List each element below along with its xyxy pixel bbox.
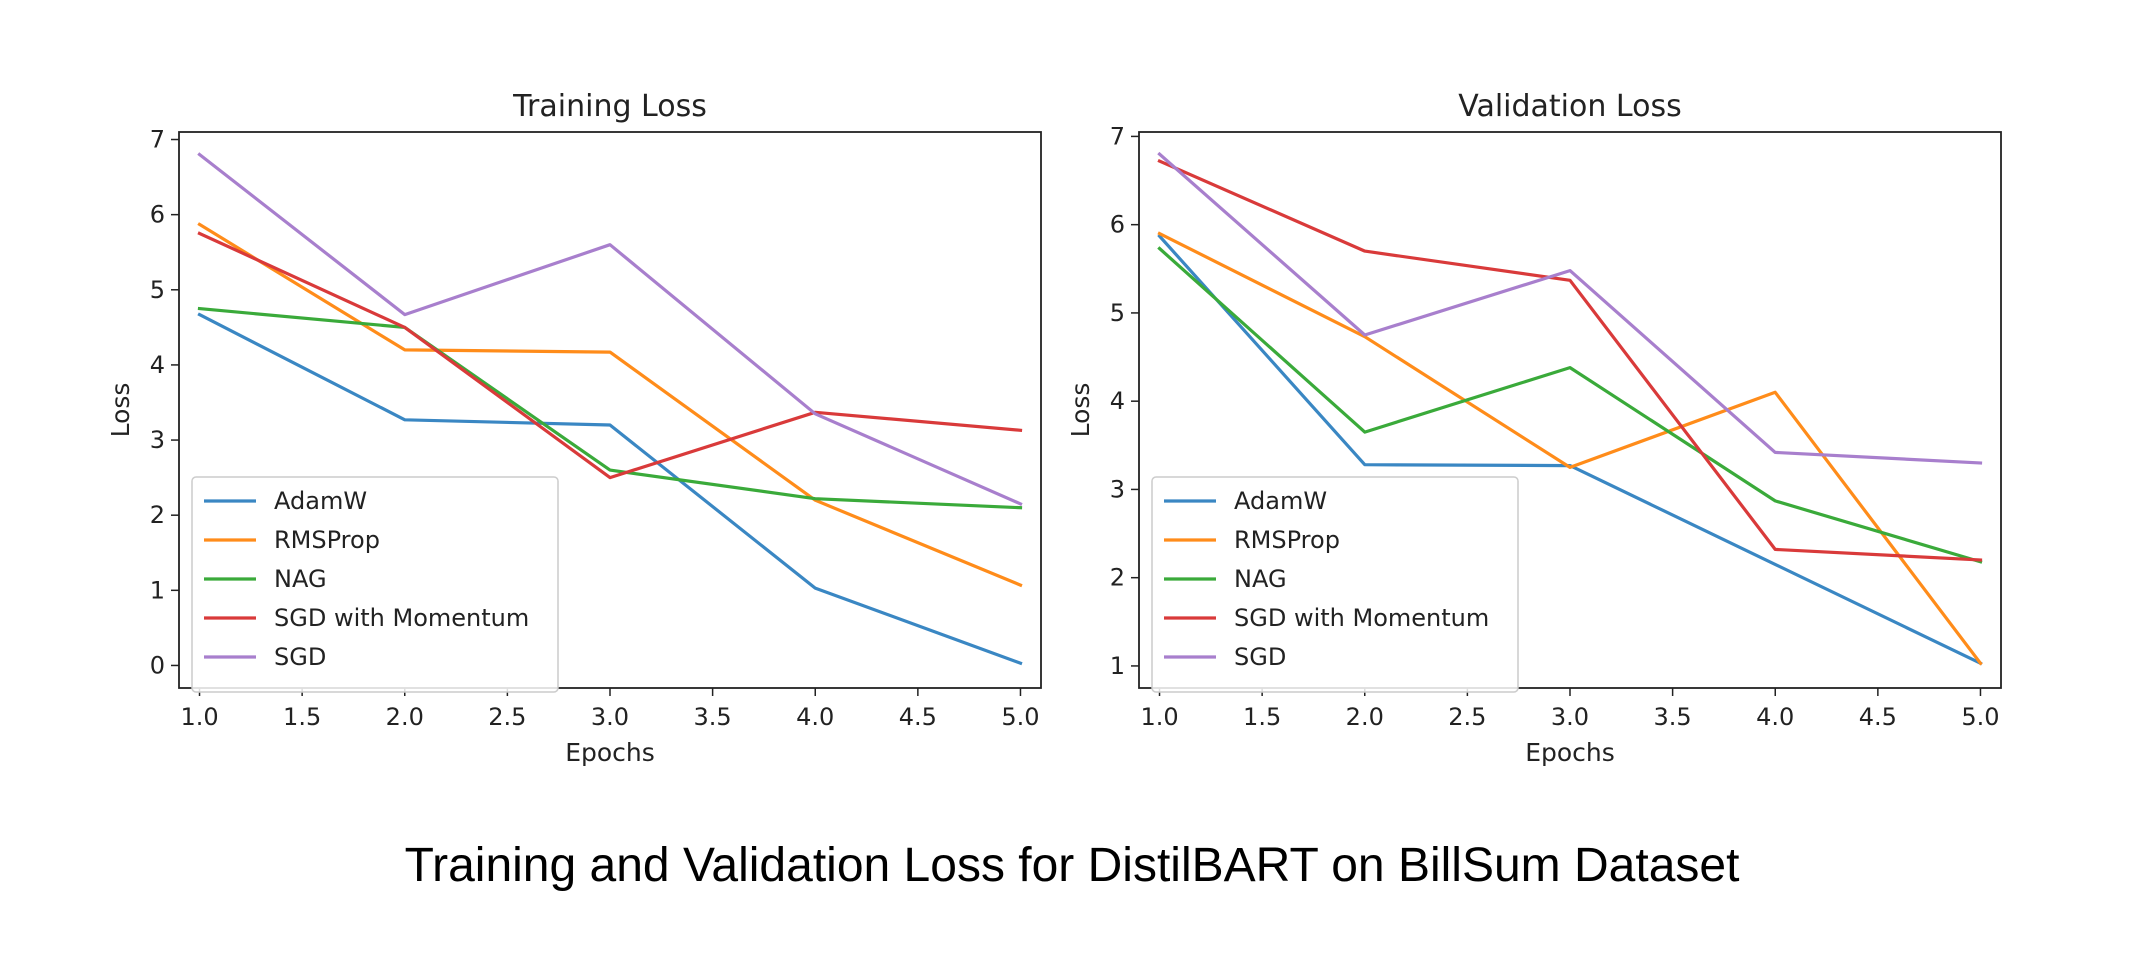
legend-entry: SGD with Momentum [274,604,529,632]
x-tick-label: 5.0 [1961,703,1999,731]
legend: AdamW RMSProp NAG SGD with Momentum SGD [191,476,559,693]
x-tick-label: 3.0 [591,703,629,731]
series-line-nag [1157,246,1983,564]
series-line-nag [197,306,1023,510]
x-tick-label: 5.0 [1001,703,1039,731]
series-line-adamw [197,312,1023,666]
y-tick-label: 3 [150,426,165,454]
y-tick-label: 7 [150,126,165,154]
legend-entry: SGD with Momentum [1234,604,1489,632]
y-tick-label: 2 [1110,564,1125,592]
y-tick-label: 5 [1110,299,1125,327]
y-tick-label: 2 [150,501,165,529]
x-tick-label: 2.5 [1448,703,1486,731]
y-tick-label: 6 [1110,211,1125,239]
x-tick-label: 1.0 [180,703,218,731]
legend-entry: SGD [1234,643,1286,671]
x-tick-label: 3.5 [1654,703,1692,731]
y-tick-label: 5 [150,276,165,304]
y-tick-label: 4 [1110,387,1125,415]
plot-frame [178,131,1042,689]
series-line-sgd-with-momentum [1157,158,1983,562]
series-line-rmsprop [1157,231,1983,666]
legend: AdamW RMSProp NAG SGD with Momentum SGD [1151,476,1519,693]
figure-caption: Training and Validation Loss for DistilB… [404,839,1740,892]
y-axis-label: Loss [106,383,135,438]
x-tick-label: 2.0 [386,703,424,731]
y-tick-label: 6 [150,201,165,229]
y-axis-label: Loss [1066,383,1095,438]
y-tick-label: 1 [150,576,165,604]
legend-entry: AdamW [1234,487,1327,515]
x-tick-label: 4.5 [899,703,937,731]
y-tick-label: 4 [150,351,165,379]
chart-panel-2: Validation Loss 1.0 1.5 2.0 2.5 3.0 3.5 4.0 4.5 5… [1066,89,2002,767]
series-line-sgd [197,152,1023,507]
x-axis-label: Epochs [565,738,655,767]
x-tick-label: 2.0 [1346,703,1384,731]
chart-title: Training Loss [512,89,707,124]
x-tick-label: 4.0 [1756,703,1794,731]
y-tick-label: 0 [150,651,165,679]
legend-entry: RMSProp [274,526,380,554]
plot-frame [1138,131,2002,689]
x-tick-label: 4.0 [796,703,834,731]
series-line-rmsprop [197,222,1023,588]
chart-panel-1: Training Loss 1.0 1.5 2.0 2.5 3.0 3.5 4.0 4.5 5.0… [106,89,1042,767]
x-axis-label: Epochs [1525,738,1615,767]
series-line-sgd [1157,151,1983,465]
legend-entry: NAG [1234,565,1287,593]
x-tick-label: 2.5 [488,703,526,731]
x-tick-label: 1.0 [1140,703,1178,731]
x-tick-label: 3.0 [1551,703,1589,731]
legend-entry: RMSProp [1234,526,1340,554]
y-tick-label: 1 [1110,652,1125,680]
x-tick-label: 4.5 [1859,703,1897,731]
legend-entry: NAG [274,565,327,593]
legend-box [1151,476,1519,693]
x-tick-label: 3.5 [694,703,732,731]
y-tick-label: 7 [1110,122,1125,150]
series-line-sgd-with-momentum [197,231,1023,480]
x-tick-label: 1.5 [283,703,321,731]
y-tick-label: 3 [1110,475,1125,503]
legend-entry: SGD [274,643,326,671]
legend-box [191,476,559,693]
legend-entry: AdamW [274,487,367,515]
x-tick-label: 1.5 [1243,703,1281,731]
chart-title: Validation Loss [1458,89,1681,124]
